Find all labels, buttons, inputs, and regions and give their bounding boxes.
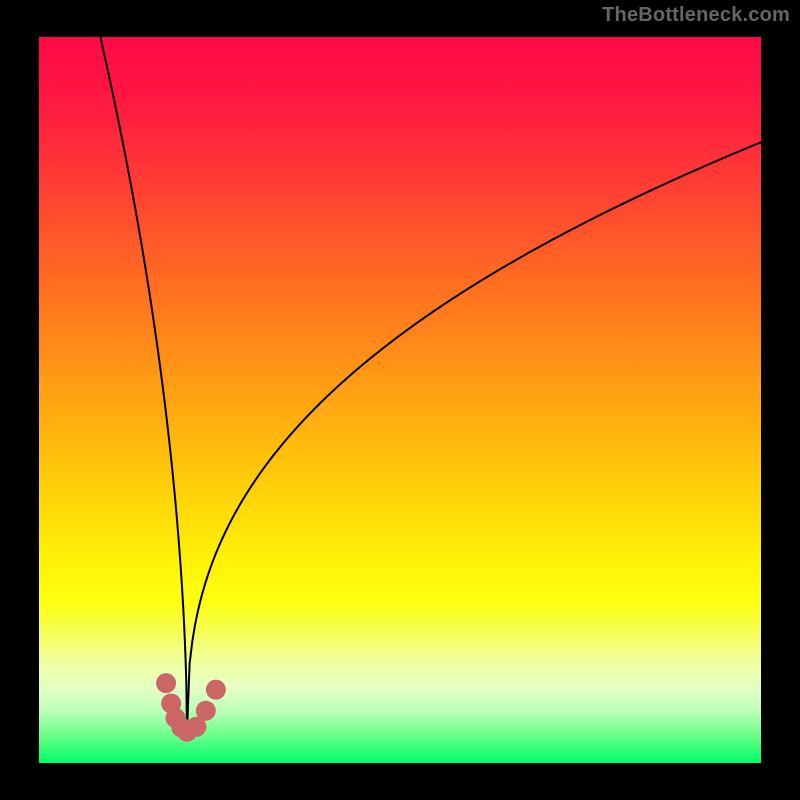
gradient-plot-background: [39, 37, 761, 763]
watermark-text: TheBottleneck.com: [602, 4, 790, 27]
chart-wrap: TheBottleneck.com: [0, 0, 800, 800]
valley-marker: [196, 701, 216, 721]
valley-marker: [206, 680, 226, 700]
bottleneck-curve-chart: [0, 0, 800, 800]
valley-marker: [156, 673, 176, 693]
